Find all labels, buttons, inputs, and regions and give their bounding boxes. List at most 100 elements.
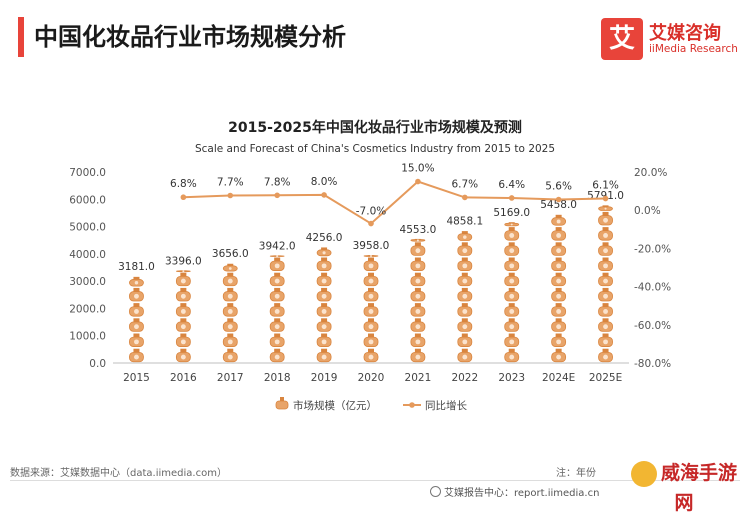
bar-pictogram-unit xyxy=(505,222,519,226)
bar-2021 xyxy=(411,239,425,362)
x-tick-label: 2023 xyxy=(498,372,525,384)
bar-pictogram-unit xyxy=(364,334,378,347)
bar-pictogram-unit xyxy=(223,334,237,347)
bar-pictogram-unit xyxy=(411,258,425,271)
growth-point xyxy=(274,193,280,199)
bar-2019 xyxy=(317,247,331,361)
bar-pictogram-unit xyxy=(364,349,378,362)
bar-pictogram-unit xyxy=(270,258,284,271)
bar-pictogram-unit xyxy=(317,334,331,347)
y-left-tick-label: 4000.0 xyxy=(69,249,106,261)
bar-pictogram-unit xyxy=(176,349,190,362)
bar-2022 xyxy=(458,231,472,362)
x-tick-label: 2019 xyxy=(311,372,338,384)
bar-pictogram-unit xyxy=(270,318,284,331)
x-tick-label: 2020 xyxy=(358,372,385,384)
y-left-tick-label: 0.0 xyxy=(89,358,106,370)
bar-pictogram-unit xyxy=(458,334,472,347)
bar-pictogram-unit xyxy=(270,255,284,257)
bar-pictogram-unit xyxy=(458,242,472,255)
bar-pictogram-unit xyxy=(552,349,566,362)
bar-pictogram-unit xyxy=(411,273,425,286)
bar-pictogram-unit xyxy=(270,273,284,286)
bar-pictogram-unit xyxy=(364,255,378,257)
bar-pictogram-unit xyxy=(129,318,143,331)
growth-value-label: 7.7% xyxy=(217,176,244,188)
bar-value-label: 3656.0 xyxy=(212,248,249,260)
y-right-tick-label: -40.0% xyxy=(634,282,671,294)
report-icon xyxy=(430,486,441,497)
bar-pictogram-unit xyxy=(458,349,472,362)
bar-pictogram-unit xyxy=(129,303,143,316)
data-source: 数据来源：艾媒数据中心（data.iimedia.com） xyxy=(10,464,227,479)
growth-value-label: 6.8% xyxy=(170,178,197,190)
footer-note: 注：年份 xyxy=(556,464,596,479)
growth-point xyxy=(603,196,609,202)
y-left-tick-label: 6000.0 xyxy=(69,194,106,206)
x-tick-label: 2025E xyxy=(589,372,622,384)
bar-pictogram-unit xyxy=(599,258,613,271)
bar-value-label: 3396.0 xyxy=(165,255,202,267)
bar-pictogram-unit xyxy=(458,303,472,316)
bar-pictogram-unit xyxy=(270,334,284,347)
bar-2025E xyxy=(599,205,613,361)
bar-pictogram-unit xyxy=(317,303,331,316)
bar-pictogram-unit xyxy=(129,349,143,362)
bar-pictogram-unit xyxy=(176,318,190,331)
bar-pictogram-unit xyxy=(505,318,519,331)
growth-point xyxy=(509,195,515,201)
bar-pictogram-unit xyxy=(599,303,613,316)
bar-pictogram-unit xyxy=(176,288,190,301)
bar-pictogram-unit xyxy=(129,288,143,301)
growth-value-label: -7.0% xyxy=(356,206,386,218)
bar-pictogram-unit xyxy=(505,273,519,286)
x-tick-label: 2015 xyxy=(123,372,150,384)
bar-pictogram-unit xyxy=(552,303,566,316)
bar-pictogram-unit xyxy=(364,303,378,316)
y-right-tick-label: -60.0% xyxy=(634,320,671,332)
bar-value-label: 3181.0 xyxy=(118,261,155,273)
bar-pictogram-unit xyxy=(411,349,425,362)
bar-pictogram-unit xyxy=(552,273,566,286)
x-tick-label: 2018 xyxy=(264,372,291,384)
y-left-tick-label: 2000.0 xyxy=(69,303,106,315)
bar-pictogram-unit xyxy=(129,277,143,286)
bar-pictogram-unit xyxy=(599,349,613,362)
bar-pictogram-unit xyxy=(458,273,472,286)
bar-pictogram-unit xyxy=(599,273,613,286)
growth-point xyxy=(181,194,187,200)
bar-value-label: 3942.0 xyxy=(259,240,296,252)
bar-pictogram-unit xyxy=(129,334,143,347)
y-right-tick-label: -20.0% xyxy=(634,243,671,255)
growth-value-label: 7.8% xyxy=(264,176,291,188)
bar-pictogram-unit xyxy=(552,242,566,255)
growth-value-label: 6.1% xyxy=(592,180,619,192)
bar-pictogram-unit xyxy=(176,303,190,316)
bar-pictogram-unit xyxy=(270,349,284,362)
bar-pictogram-unit xyxy=(505,303,519,316)
bar-pictogram-unit xyxy=(364,288,378,301)
growth-point xyxy=(415,179,421,185)
growth-point xyxy=(462,195,468,201)
bar-pictogram-unit xyxy=(317,247,331,255)
bar-pictogram-unit xyxy=(552,318,566,331)
bar-pictogram-unit xyxy=(552,334,566,347)
legend-bar-swatch-cap xyxy=(280,397,284,401)
bar-2023 xyxy=(505,222,519,362)
bar-pictogram-unit xyxy=(317,318,331,331)
bar-pictogram-unit xyxy=(411,239,425,241)
report-center-text: 艾媒报告中心：report.iimedia.cn xyxy=(444,488,599,499)
y-left-tick-label: 3000.0 xyxy=(69,276,106,288)
bar-2016 xyxy=(176,270,190,362)
bar-value-label: 4553.0 xyxy=(400,224,437,236)
legend-line-marker xyxy=(409,402,415,408)
bar-pictogram-unit xyxy=(599,318,613,331)
bar-pictogram-unit xyxy=(458,318,472,331)
bar-pictogram-unit xyxy=(270,303,284,316)
bar-pictogram-unit xyxy=(411,303,425,316)
bar-pictogram-unit xyxy=(599,242,613,255)
report-center[interactable]: 艾媒报告中心：report.iimedia.cn xyxy=(430,484,599,499)
bar-pictogram-unit xyxy=(411,242,425,255)
bar-pictogram-unit xyxy=(599,288,613,301)
